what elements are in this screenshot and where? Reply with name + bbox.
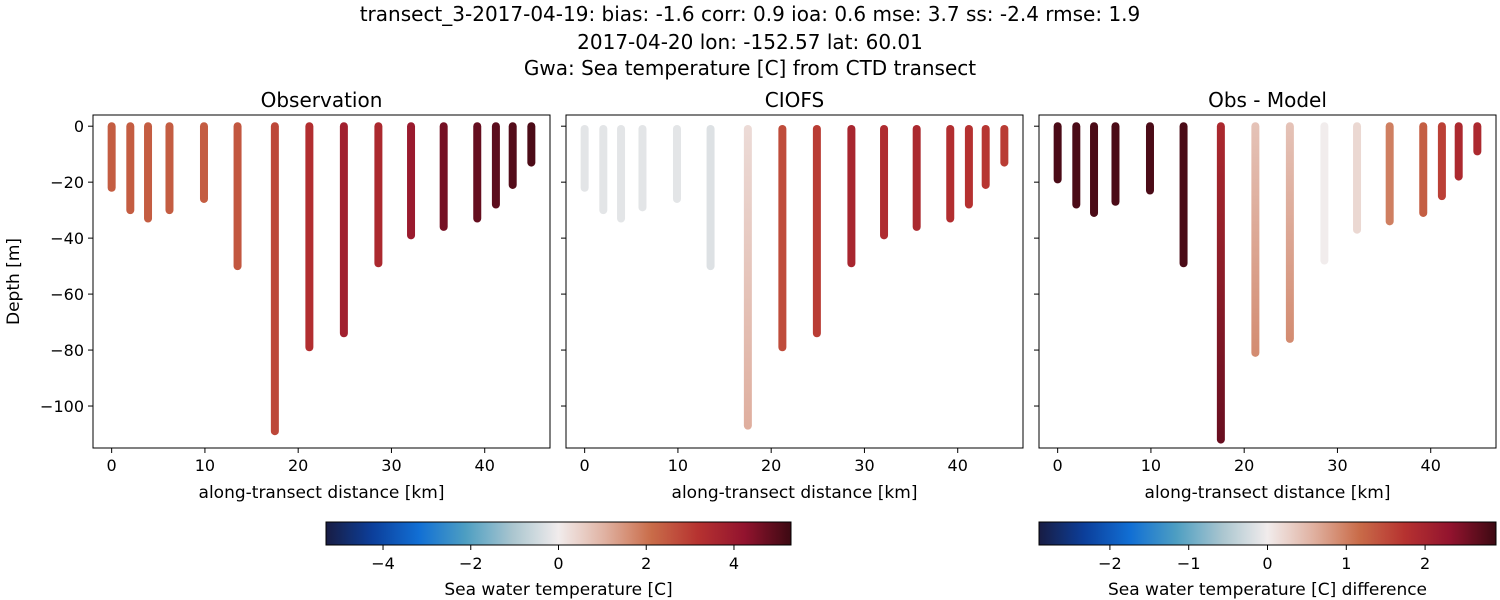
x-tick-label: 20 bbox=[761, 456, 781, 475]
colorbar-tick-label: 0 bbox=[553, 554, 563, 573]
colorbar-tick-label: 0 bbox=[1262, 554, 1272, 573]
panel-frame bbox=[565, 114, 1024, 449]
colorbar bbox=[1038, 521, 1497, 546]
data-cast-point-column bbox=[1285, 122, 1294, 343]
figure-title-line-1: transect_3-2017-04-19: bias: -1.6 corr: … bbox=[359, 2, 1141, 26]
data-cast-point-column bbox=[1216, 122, 1225, 444]
colorbar-tick-label: −4 bbox=[371, 554, 395, 573]
x-tick-label: 30 bbox=[854, 456, 874, 475]
x-tick-label: 0 bbox=[1053, 456, 1063, 475]
y-axis-label: Depth [m] bbox=[4, 238, 24, 325]
panel-title: CIOFS bbox=[765, 88, 824, 112]
y-tick-label: −80 bbox=[50, 341, 84, 360]
y-tick-label: −20 bbox=[50, 173, 84, 192]
x-tick-label: 30 bbox=[1327, 456, 1347, 475]
x-tick-label: 10 bbox=[668, 456, 688, 475]
x-tick-label: 0 bbox=[107, 456, 117, 475]
x-tick-label: 20 bbox=[288, 456, 308, 475]
x-tick-label: 40 bbox=[948, 456, 968, 475]
panel-title: Observation bbox=[261, 88, 383, 112]
data-cast-point-column bbox=[743, 124, 752, 430]
x-tick-label: 30 bbox=[381, 456, 401, 475]
x-tick-label: 0 bbox=[580, 456, 590, 475]
colorbar-label: Sea water temperature [C] bbox=[444, 580, 672, 600]
colorbar-tick-label: −1 bbox=[1177, 554, 1201, 573]
figure-title-line-2: 2017-04-20 lon: -152.57 lat: 60.01 bbox=[577, 30, 923, 54]
panel-frame bbox=[1038, 114, 1497, 449]
y-tick-label: −40 bbox=[50, 229, 84, 248]
colorbar-label: Sea water temperature [C] difference bbox=[1108, 580, 1427, 600]
y-tick-label: 0 bbox=[74, 117, 84, 136]
x-tick-label: 40 bbox=[1421, 456, 1441, 475]
colorbar-tick-label: −2 bbox=[1098, 554, 1122, 573]
colorbar-tick-label: 4 bbox=[729, 554, 739, 573]
figure-title-line-3: Gwa: Sea temperature [C] from CTD transe… bbox=[523, 56, 977, 80]
x-axis-label: along-transect distance [km] bbox=[199, 483, 445, 503]
colorbar bbox=[325, 521, 792, 546]
x-tick-label: 10 bbox=[1141, 456, 1161, 475]
y-tick-label: −100 bbox=[40, 397, 84, 416]
x-tick-label: 10 bbox=[195, 456, 215, 475]
x-tick-label: 20 bbox=[1234, 456, 1254, 475]
colorbar-tick-label: 2 bbox=[641, 554, 651, 573]
colorbar-tick-label: −2 bbox=[459, 554, 483, 573]
x-tick-label: 40 bbox=[475, 456, 495, 475]
panel-plot-area bbox=[107, 122, 536, 436]
x-axis-label: along-transect distance [km] bbox=[1145, 483, 1391, 503]
panel-title: Obs - Model bbox=[1208, 88, 1327, 112]
panel-plot-area bbox=[580, 124, 1009, 430]
x-axis-label: along-transect distance [km] bbox=[672, 483, 918, 503]
panel-frame bbox=[92, 114, 551, 449]
colorbar-tick-label: 1 bbox=[1341, 554, 1351, 573]
panel-plot-area bbox=[1053, 122, 1482, 444]
colorbar-tick-label: 2 bbox=[1420, 554, 1430, 573]
y-tick-label: −60 bbox=[50, 285, 84, 304]
data-cast-point-column bbox=[1251, 122, 1260, 357]
